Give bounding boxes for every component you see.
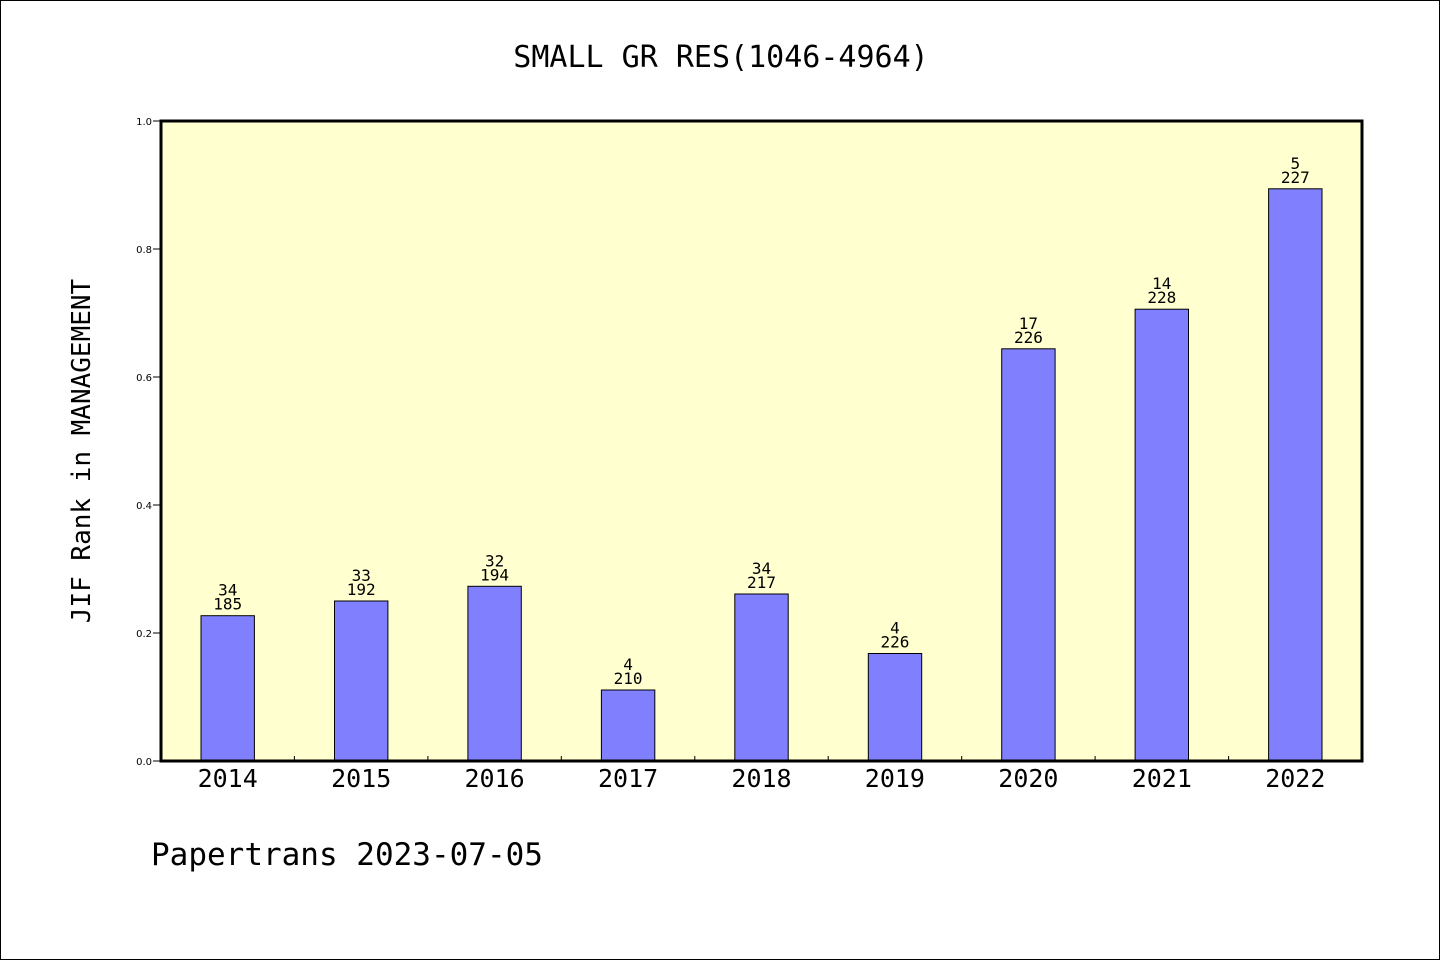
rank-label-2016: 32: [485, 551, 504, 570]
y-axis-label: JIF Rank in MANAGEMENT: [67, 278, 97, 623]
bars-group: [200, 188, 1323, 762]
y-tick-label-0-2: 0.2: [136, 629, 152, 640]
x-tick-label-2017: 2017: [598, 764, 658, 793]
bar-2021: [1134, 308, 1189, 762]
bar-2016: [467, 585, 522, 762]
x-tick-label-2019: 2019: [865, 764, 925, 793]
bar-2014: [200, 615, 255, 762]
x-tick-label-2021: 2021: [1132, 764, 1192, 793]
total-label-2018: 217: [747, 573, 776, 592]
bar-2015: [334, 600, 389, 762]
x-tick-label-2015: 2015: [331, 764, 391, 793]
x-tick-label-2016: 2016: [464, 764, 524, 793]
y-tick-label-0-4: 0.4: [136, 501, 152, 512]
x-tick-label-2018: 2018: [731, 764, 791, 793]
total-label-2015: 192: [347, 580, 376, 599]
bar-2017: [600, 689, 656, 762]
rank-label-2014: 34: [218, 581, 237, 600]
x-axis: 2014 2015 2016 2017 2018 2019 2020 2021 2022: [198, 756, 1325, 793]
bar-2019: [867, 653, 923, 762]
rank-label-2019: 4: [890, 619, 900, 638]
y-axis: 0.0 0.2 0.4 0.6 0.8 1.0: [136, 117, 161, 768]
footer-credit: Papertrans 2023-07-05: [151, 837, 543, 873]
x-tick-label-2014: 2014: [198, 764, 258, 793]
y-tick-label-0-6: 0.6: [136, 373, 152, 384]
rank-label-2018: 34: [752, 559, 771, 578]
total-label-2016: 194: [480, 565, 509, 584]
rank-label-2021: 14: [1152, 274, 1171, 293]
y-tick-label-1-0: 1.0: [136, 117, 152, 128]
total-label-2017: 210: [614, 669, 643, 688]
x-tick-label-2020: 2020: [998, 764, 1058, 793]
rank-label-2022: 5: [1290, 154, 1300, 173]
bar-2022: [1268, 188, 1323, 762]
x-tick-label-2022: 2022: [1265, 764, 1325, 793]
rank-label-2015: 33: [352, 566, 371, 585]
data-labels-group: 3418533192321944210342174226172261422852…: [213, 154, 1310, 688]
rank-label-2017: 4: [623, 655, 633, 674]
y-tick-label-0-8: 0.8: [136, 245, 152, 256]
total-label-2022: 227: [1281, 168, 1310, 187]
total-label-2019: 226: [880, 633, 909, 652]
chart-title: SMALL GR RES(1046-4964): [513, 40, 928, 75]
bar-2018: [734, 593, 789, 762]
total-label-2020: 226: [1014, 328, 1043, 347]
total-label-2021: 228: [1147, 288, 1176, 307]
bar-2020: [1001, 348, 1056, 762]
total-label-2014: 185: [213, 595, 242, 614]
rank-label-2020: 17: [1019, 314, 1038, 333]
y-tick-label-0-0: 0.0: [136, 757, 152, 768]
plot-border: [159, 119, 1364, 763]
